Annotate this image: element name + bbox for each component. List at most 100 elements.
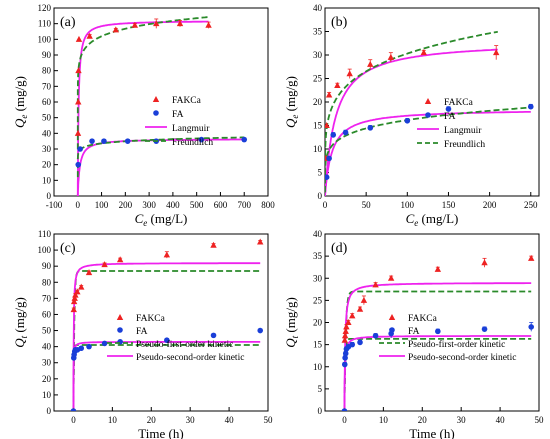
data-point-fa [342, 129, 349, 136]
x-tick-label: 700 [237, 200, 251, 210]
data-point-fakca [325, 122, 330, 128]
data-point-fakca [493, 49, 500, 56]
data-point-fakca [78, 283, 85, 290]
y-tick-label: 0 [47, 406, 52, 416]
y-tick-label: 30 [313, 50, 323, 60]
data-point-fa [325, 174, 330, 180]
x-tick-label: 250 [524, 200, 538, 210]
panel-label: (b) [331, 15, 348, 30]
data-point-fa [241, 136, 248, 143]
x-axis-label: Time (h) [138, 426, 183, 439]
y-tick-label: 20 [42, 374, 52, 384]
x-tick-label: 50 [264, 415, 274, 425]
model-curve-langmuir-fa [325, 111, 531, 196]
x-tick-label: 800 [261, 200, 275, 210]
model-curve-pso-fakca [343, 282, 532, 411]
data-point-fa [164, 337, 170, 344]
legend-item-fakca-marker [152, 96, 160, 102]
legend-item-langmuir-label: Langmuir [172, 124, 210, 134]
data-point-fakca [387, 53, 395, 60]
data-point-fakca [74, 288, 81, 295]
data-point-fakca [72, 291, 79, 298]
x-tick-label: 0 [71, 415, 76, 425]
x-tick-label: 30 [186, 415, 196, 425]
data-point-fa [210, 332, 217, 339]
plot-area [341, 254, 535, 411]
data-point-fa [341, 408, 348, 411]
legend-item-fakca-label: FAKCa [408, 314, 438, 324]
plot-frame [53, 233, 269, 412]
legend-item-fakca-label: FAKCa [172, 96, 202, 106]
data-point-fa [70, 408, 77, 411]
model-curve-freundlich-fakca [325, 30, 498, 192]
y-axis-label: Qe (mg/g) [12, 76, 29, 128]
data-point-fa [342, 350, 349, 357]
y-tick-label: 110 [38, 19, 52, 29]
panel-label: (d) [331, 241, 348, 256]
y-tick-label: 25 [313, 295, 323, 305]
data-point-fakca [325, 91, 333, 98]
legend-item-fa-label: FA [408, 327, 420, 337]
legend-item-fa-label: FA [172, 110, 184, 120]
panel-3: 0 10 20 30 40 50 0 5 10 15 20 25 30 35 40 (d) Time (h) Qt… [283, 229, 544, 439]
panel-2: 0 10 20 30 40 50 0 10 20 30 40 50 60 70 80 90 100 110 (c) T… [12, 229, 273, 439]
data-point-fa [372, 332, 379, 339]
legend-item-fakca-marker [424, 98, 432, 104]
y-tick-label: 0 [47, 191, 52, 201]
y-tick-label: 40 [313, 229, 323, 239]
legend: FAKCa FA Langmuir Freundlich [417, 98, 485, 150]
panel-0: -100 0 100 200 300 400 500 600 700 80001020304050… [12, 3, 275, 228]
model-curve-freundlich-fa [325, 106, 531, 193]
plot-area [74, 16, 248, 196]
model-curve-freundlich-fakca [76, 16, 209, 150]
x-tick-label: 200 [483, 200, 497, 210]
panel-label: (c) [60, 241, 76, 256]
x-tick-label: 200 [119, 200, 133, 210]
legend-item-fa-marker [425, 112, 431, 118]
plot-area [325, 30, 534, 196]
y-tick-label: 0 [318, 191, 323, 201]
data-point-fa [330, 132, 337, 138]
data-point-fa [89, 138, 95, 144]
legend-item-pfo-label: Pseudo-first-order kinetic [136, 339, 233, 350]
data-point-fa [101, 340, 108, 347]
x-tick-label: 300 [142, 200, 156, 210]
y-tick-label: 5 [318, 168, 323, 178]
x-tick-label: 40 [496, 415, 506, 425]
y-tick-label: 70 [42, 81, 52, 91]
data-point-fa [435, 328, 441, 335]
model-curve-langmuir-fa [76, 138, 245, 196]
y-tick-label: 10 [313, 362, 323, 372]
data-point-fakca [85, 269, 93, 276]
legend-item-langmuir-label: Langmuir [444, 126, 482, 136]
y-tick-label: 100 [38, 34, 52, 44]
data-point-fakca [176, 20, 184, 27]
x-tick-label: 400 [166, 200, 180, 210]
data-point-fakca [341, 332, 349, 339]
data-point-fa [124, 138, 131, 144]
data-point-fakca [346, 70, 353, 77]
y-tick-label: 30 [313, 273, 323, 283]
data-point-fakca [70, 298, 78, 305]
x-tick-label: 20 [418, 415, 428, 425]
data-point-fakca [75, 67, 82, 74]
data-point-fa [349, 341, 356, 348]
data-point-fakca [360, 296, 368, 303]
data-point-fakca [420, 49, 427, 56]
data-point-fakca [345, 319, 352, 325]
y-tick-label: 120 [38, 3, 52, 13]
data-point-fa [404, 118, 411, 124]
y-tick-label: 40 [313, 3, 323, 13]
data-point-fakca [342, 327, 349, 334]
data-point-fa [198, 136, 205, 143]
y-tick-label: 10 [42, 175, 52, 185]
data-point-fa [357, 339, 363, 346]
data-point-fa [101, 138, 107, 144]
x-tick-label: 0 [342, 415, 347, 425]
data-point-fakca [257, 238, 264, 245]
y-tick-label: 50 [42, 113, 52, 123]
y-tick-label: 60 [42, 309, 52, 319]
legend-item-fa-marker [153, 110, 159, 116]
data-point-fa [78, 345, 85, 352]
y-tick-label: 35 [313, 251, 323, 261]
